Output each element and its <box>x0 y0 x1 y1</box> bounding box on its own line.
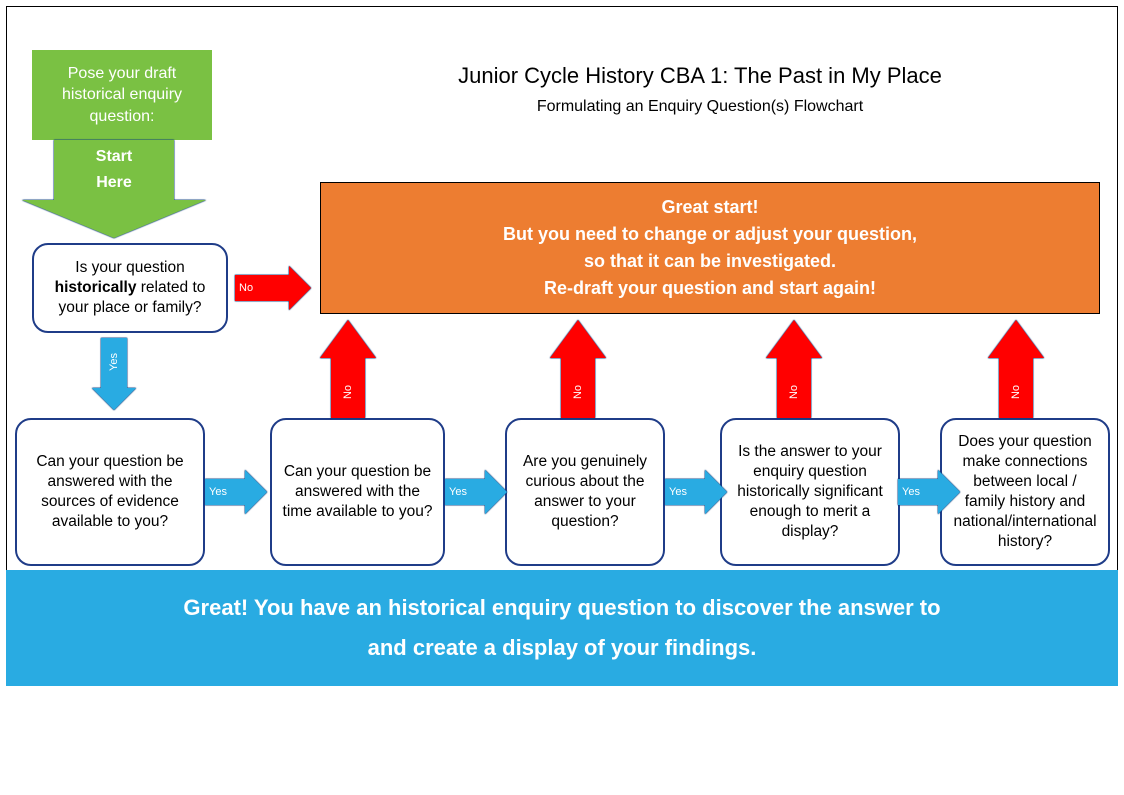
arrow-label-no: No <box>572 385 584 399</box>
arrow-yes-down: Yes <box>92 338 136 410</box>
arrow-no-up-2: No <box>766 320 822 418</box>
node-row-0: Can your question be answered with the s… <box>15 418 205 566</box>
arrow-label-no: No <box>788 385 800 399</box>
node-row-4: Does your question make connections betw… <box>940 418 1110 566</box>
feedback-box: Great start!But you need to change or ad… <box>320 182 1100 314</box>
node-q1: Is your question historically related to… <box>32 243 228 333</box>
arrow-label-no: No <box>342 385 354 399</box>
final-bar: Great! You have an historical enquiry qu… <box>6 570 1118 686</box>
arrow-label-yes: Yes <box>108 353 120 371</box>
arrow-label-no: No <box>235 282 315 294</box>
start-here-label: StartHere <box>54 144 174 195</box>
node-row-3-text: Is the answer to your enquiry question h… <box>732 442 888 543</box>
arrow-head <box>92 388 136 410</box>
node-row-1-text: Can your question be answered with the t… <box>282 462 433 522</box>
start-arrow: StartHere <box>22 140 206 238</box>
feedback-text: Great start!But you need to change or ad… <box>503 194 917 302</box>
page-title: Junior Cycle History CBA 1: The Past in … <box>300 63 1100 89</box>
arrow-label-yes: Yes <box>205 486 271 498</box>
start-box: Pose your draft historical enquiry quest… <box>32 50 212 140</box>
arrow-no-up-0: No <box>320 320 376 418</box>
arrow-no-right: No <box>235 266 311 310</box>
arrow-label-yes: Yes <box>665 486 731 498</box>
arrow-no-up-3: No <box>988 320 1044 418</box>
node-row-2: Are you genuinely curious about the answ… <box>505 418 665 566</box>
arrow-yes-right-1: Yes <box>445 470 507 514</box>
arrow-yes-right-2: Yes <box>665 470 727 514</box>
final-text: Great! You have an historical enquiry qu… <box>183 588 940 667</box>
arrow-no-up-1: No <box>550 320 606 418</box>
node-q1-text: Is your question historically related to… <box>44 258 216 318</box>
node-row-3: Is the answer to your enquiry question h… <box>720 418 900 566</box>
arrow-label-no: No <box>1010 385 1022 399</box>
arrow-head <box>22 200 206 238</box>
arrow-shaft: StartHere <box>54 140 174 200</box>
arrow-label-yes: Yes <box>898 486 964 498</box>
page-subtitle: Formulating an Enquiry Question(s) Flowc… <box>300 98 1100 116</box>
node-row-2-text: Are you genuinely curious about the answ… <box>517 452 653 533</box>
node-row-0-text: Can your question be answered with the s… <box>27 452 193 533</box>
arrow-label-yes: Yes <box>445 486 511 498</box>
start-box-text: Pose your draft historical enquiry quest… <box>38 63 206 128</box>
node-row-1: Can your question be answered with the t… <box>270 418 445 566</box>
arrow-yes-right-3: Yes <box>898 470 960 514</box>
arrow-yes-right-0: Yes <box>205 470 267 514</box>
node-row-4-text: Does your question make connections betw… <box>952 432 1098 553</box>
